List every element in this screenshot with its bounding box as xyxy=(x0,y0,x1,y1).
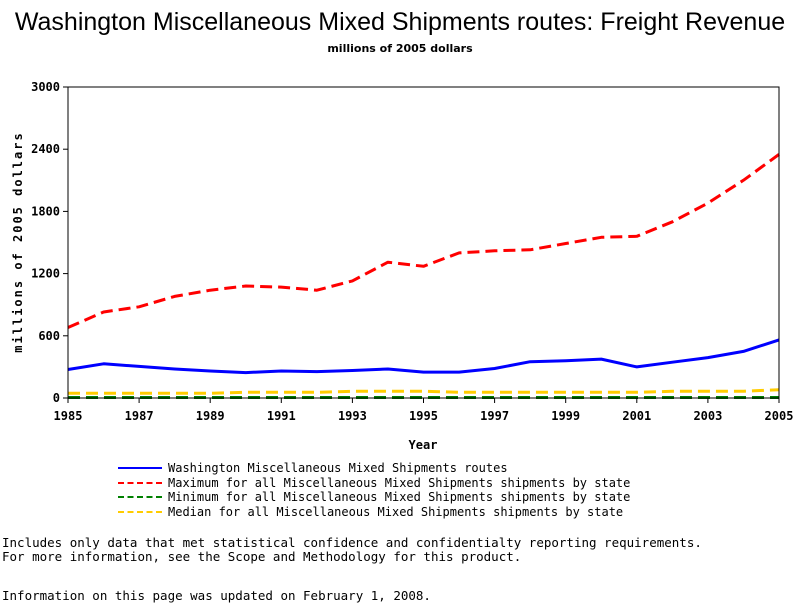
legend-label-maximum: Maximum for all Miscellaneous Mixed Ship… xyxy=(168,475,631,490)
legend-swatch-minimum xyxy=(118,496,162,499)
footnotes: Includes only data that met statistical … xyxy=(2,536,702,564)
series-layer xyxy=(67,153,780,399)
updated-notice: Information on this page was updated on … xyxy=(2,588,431,603)
y-tick-label: 600 xyxy=(38,329,60,343)
x-tick-label: 1985 xyxy=(54,409,83,423)
y-tick-label: 1800 xyxy=(31,204,60,218)
y-tick-label: 0 xyxy=(53,391,60,405)
y-axis-label: millions of 2005 dollars xyxy=(11,131,25,352)
series-line-washington xyxy=(67,338,780,375)
y-tick-label: 2400 xyxy=(31,142,60,156)
legend-label-median: Median for all Miscellaneous Mixed Shipm… xyxy=(168,504,624,519)
legend-label-minimum: Minimum for all Miscellaneous Mixed Ship… xyxy=(168,490,631,504)
x-tick-label: 2005 xyxy=(765,409,794,423)
y-tick-label: 1200 xyxy=(31,267,60,281)
plot-frame xyxy=(67,86,780,399)
series-line-maximum xyxy=(67,153,780,329)
x-axis-label: Year xyxy=(409,438,438,452)
legend-label-washington: Washington Miscellaneous Mixed Shipments… xyxy=(168,461,508,475)
legend-item-maximum: Maximum for all Miscellaneous Mixed Ship… xyxy=(118,476,630,491)
x-tick-label: 1999 xyxy=(551,409,580,423)
y-tick-label: 3000 xyxy=(31,80,60,94)
legend-item-minimum: Minimum for all Miscellaneous Mixed Ship… xyxy=(118,490,630,505)
legend-item-washington: Washington Miscellaneous Mixed Shipments… xyxy=(118,461,630,476)
x-tick-label: 2003 xyxy=(693,409,722,423)
footnote-line-2: For more information, see the Scope and … xyxy=(2,549,522,564)
x-tick-label: 1991 xyxy=(267,409,296,423)
x-tick-label: 1993 xyxy=(338,409,367,423)
x-tick-label: 1997 xyxy=(480,409,509,423)
y-axis: 0 600 1200 1800 2400 3000 xyxy=(31,80,68,405)
x-tick-label: 1987 xyxy=(125,409,154,423)
legend: Washington Miscellaneous Mixed Shipments… xyxy=(118,461,630,519)
footnote-line-1: Includes only data that met statistical … xyxy=(2,535,702,550)
chart-subtitle: millions of 2005 dollars xyxy=(327,42,473,55)
x-tick-label: 1995 xyxy=(409,409,438,423)
legend-swatch-maximum xyxy=(118,481,162,484)
x-tick-label: 2001 xyxy=(622,409,651,423)
legend-swatch-washington xyxy=(118,467,162,470)
series-line-median xyxy=(68,388,780,395)
chart-title: Washington Miscellaneous Mixed Shipments… xyxy=(14,8,786,36)
x-tick-label: 1989 xyxy=(196,409,225,423)
legend-swatch-median xyxy=(118,510,162,513)
x-axis: 1985 1987 1989 1991 1993 1995 1997 1999 2001 2003… xyxy=(54,398,794,423)
legend-item-median: Median for all Miscellaneous Mixed Shipm… xyxy=(118,505,630,520)
